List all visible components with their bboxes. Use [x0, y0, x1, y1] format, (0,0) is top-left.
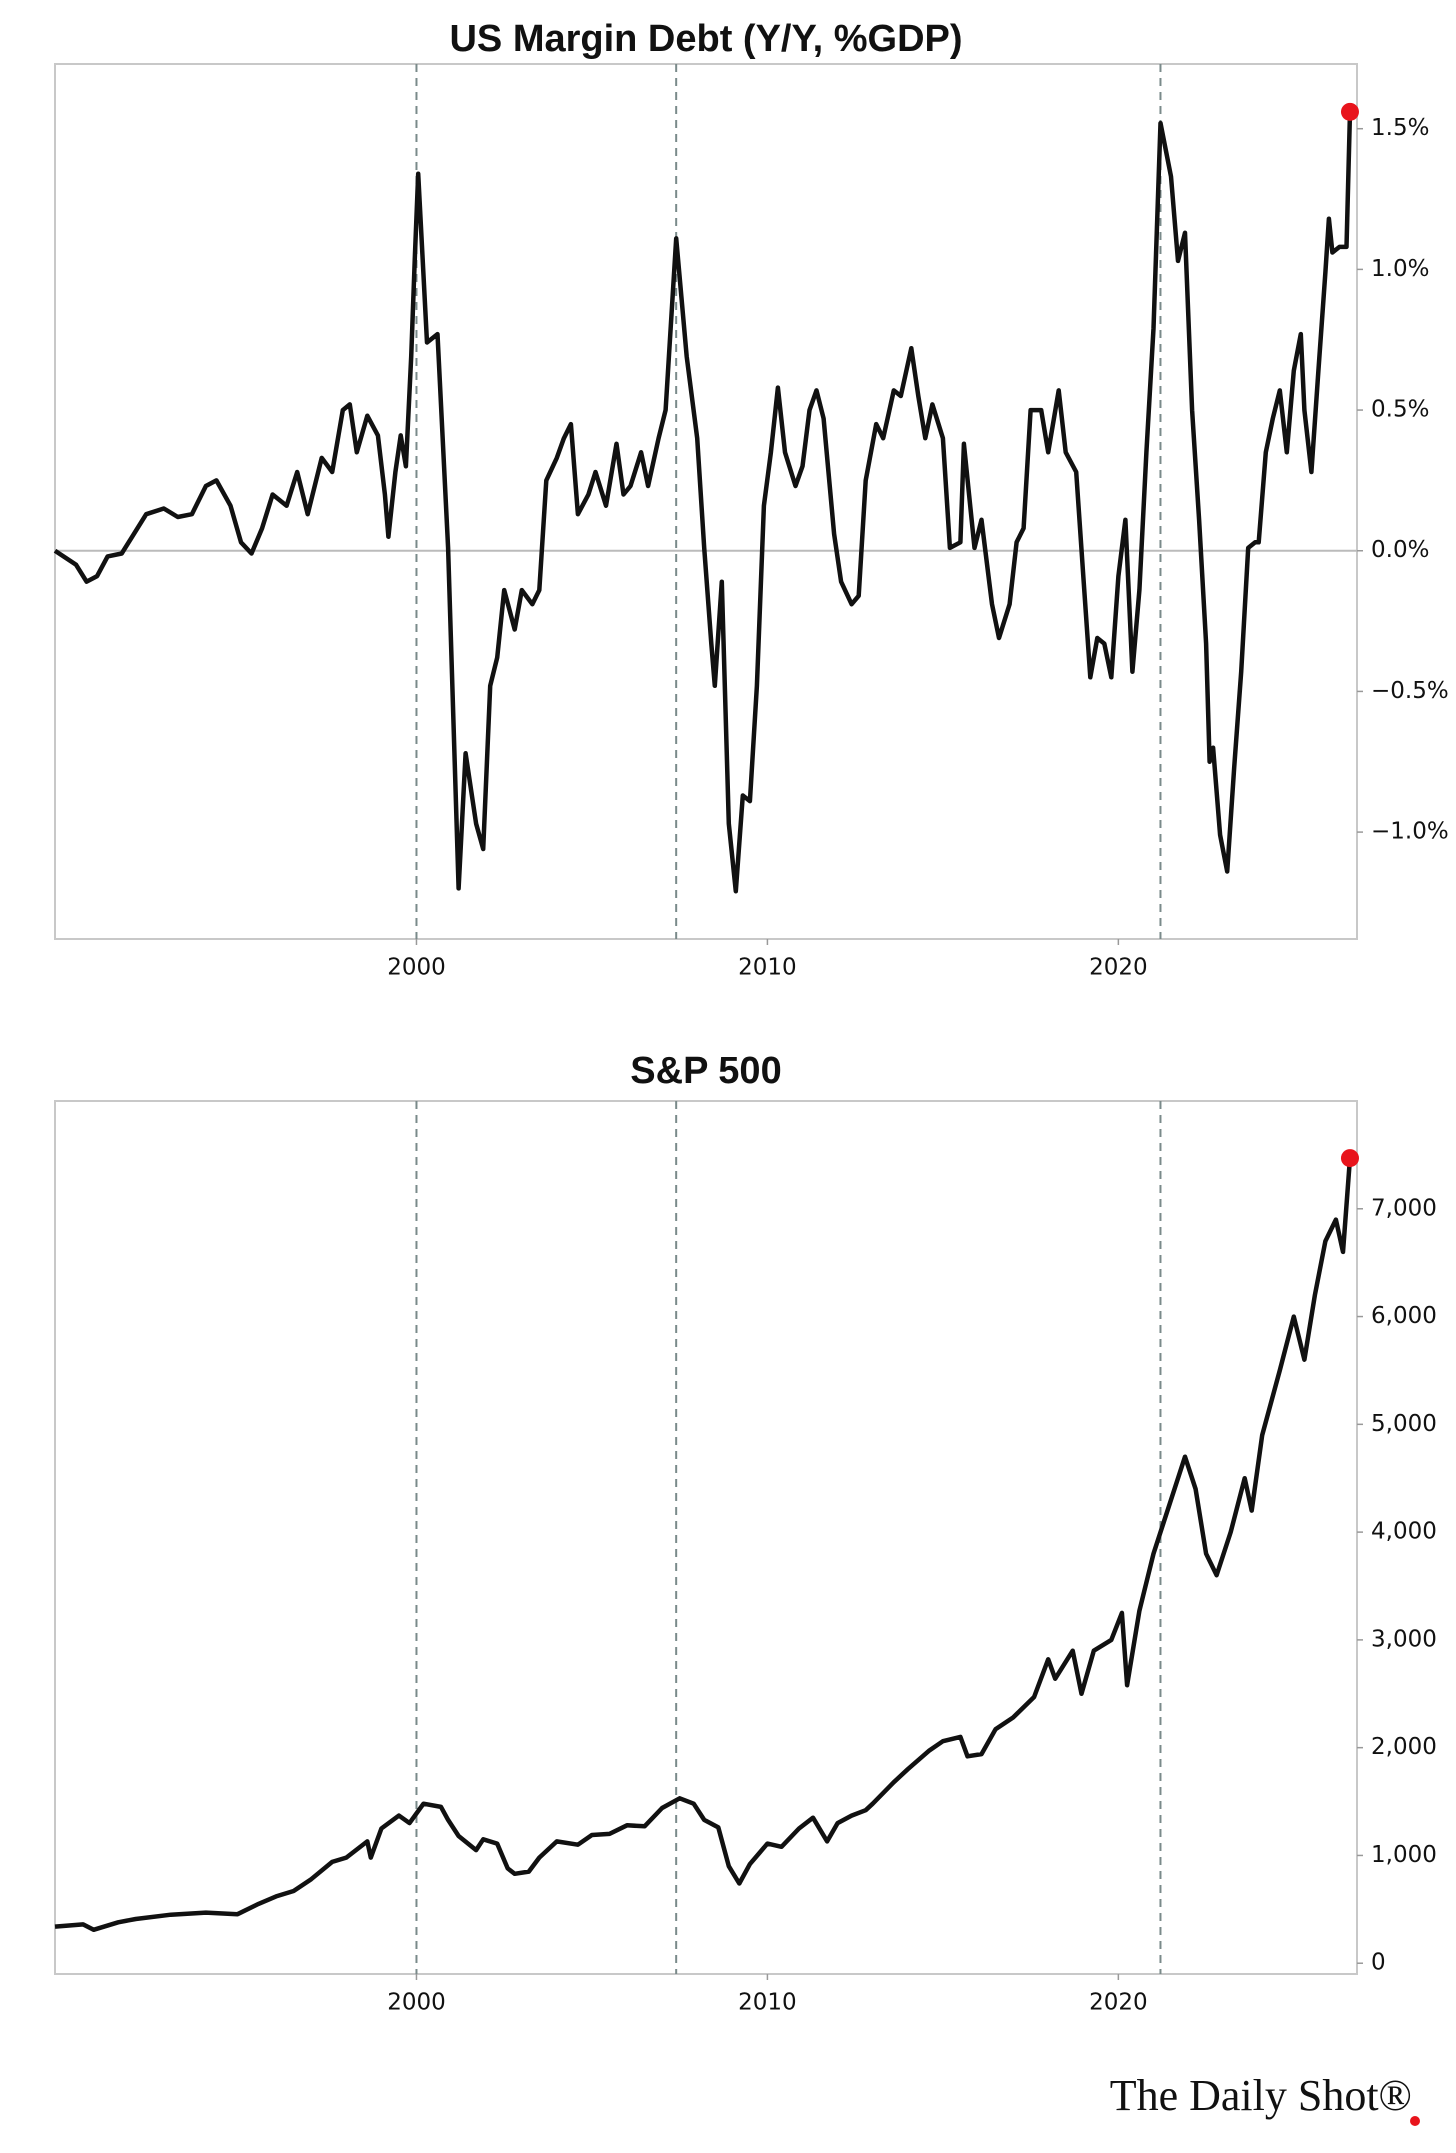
x-tick-label: 2020 — [1089, 955, 1148, 981]
x-tick-label: 2000 — [387, 1990, 446, 2016]
y-tick-label: 1.0% — [1371, 256, 1429, 282]
y-tick-label: 7,000 — [1371, 1195, 1437, 1221]
y-tick-label: 6,000 — [1371, 1303, 1437, 1329]
series-line — [53, 111, 1353, 894]
y-tick-label: −0.5% — [1371, 678, 1449, 704]
x-tick-label: 2010 — [738, 1990, 797, 2016]
last-point — [1340, 1149, 1359, 1168]
plot-frame — [54, 1100, 1358, 1975]
y-tick-label: 1.5% — [1371, 115, 1429, 141]
y-tick-label: 0 — [1371, 1950, 1386, 1976]
series-line — [54, 1157, 1353, 1933]
chart-title: S&P 500 — [630, 1050, 781, 1092]
logo-dot — [1410, 2116, 1420, 2126]
y-tick-label: 2,000 — [1371, 1734, 1437, 1760]
y-tick-label: 4,000 — [1371, 1519, 1437, 1545]
y-tick-label: 0.0% — [1371, 537, 1429, 563]
y-tick-label: 5,000 — [1371, 1411, 1437, 1437]
y-tick-label: 3,000 — [1371, 1626, 1437, 1652]
chart-title: US Margin Debt (Y/Y, %GDP) — [449, 18, 962, 60]
x-tick-label: 2020 — [1089, 1990, 1148, 2016]
plot-frame — [54, 63, 1358, 940]
x-tick-label: 2010 — [738, 955, 797, 981]
y-tick-label: 0.5% — [1371, 397, 1429, 423]
y-tick-label: 1,000 — [1371, 1842, 1437, 1868]
logo: The Daily Shot® — [1110, 2071, 1412, 2120]
x-tick-label: 2000 — [387, 955, 446, 981]
y-tick-label: −1.0% — [1371, 819, 1449, 845]
last-point — [1340, 102, 1359, 121]
